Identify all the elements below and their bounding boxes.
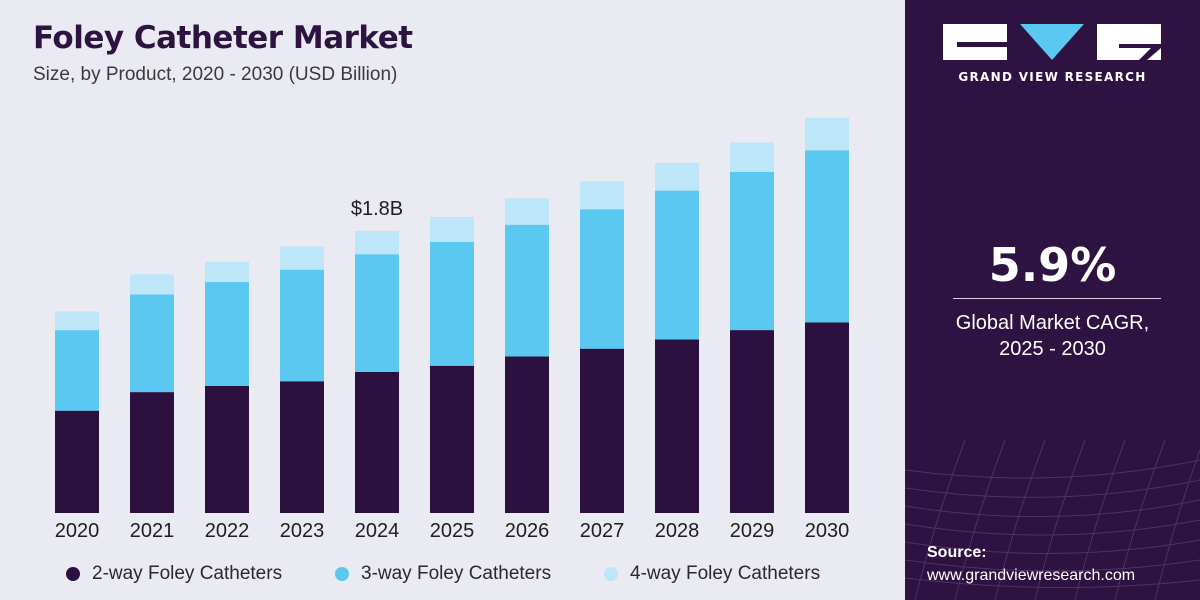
legend-swatch-3-way	[335, 567, 349, 581]
legend-swatch-2-way	[66, 567, 80, 581]
legend-item-4-way: 4-way Foley Catheters	[604, 563, 820, 585]
bar-2026-2-way-foley-catheters	[505, 356, 549, 513]
stacked-bar-chart: 2020 2021 2022 2023 2024 $1.8B 2025 2026 2027 202…	[55, 117, 850, 542]
bar-2028-2-way-foley-catheters	[655, 339, 699, 513]
chart-title: Foley Catheter Market	[33, 20, 413, 56]
bar-2024-3-way-foley-catheters	[355, 254, 399, 372]
legend-swatch-4-way	[604, 567, 618, 581]
bar-2027-4-way-foley-catheters	[580, 181, 624, 210]
cagr-label-line1: Global Market CAGR,	[955, 312, 1150, 334]
bar-2023-4-way-foley-catheters	[280, 246, 324, 270]
bar-2024-2-way-foley-catheters	[355, 371, 399, 513]
x-tick-2021: 2021	[130, 520, 175, 542]
legend-label-2-way: 2-way Foley Catheters	[92, 563, 283, 584]
bar-2023-3-way-foley-catheters	[280, 269, 324, 382]
bar-2021-3-way-foley-catheters	[130, 294, 174, 393]
bar-2028-3-way-foley-catheters	[655, 190, 699, 340]
bar-2022-4-way-foley-catheters	[205, 261, 249, 283]
x-tick-2022: 2022	[205, 520, 250, 542]
bar-2026-4-way-foley-catheters	[505, 198, 549, 225]
bar-2025-2-way-foley-catheters	[430, 365, 474, 513]
bar-2029-4-way-foley-catheters	[730, 142, 774, 172]
cagr-value: 5.9%	[988, 238, 1117, 292]
bar-2020-4-way-foley-catheters	[55, 311, 99, 331]
x-tick-2028: 2028	[655, 520, 700, 542]
cagr-label-line2: 2025 - 2030	[999, 338, 1106, 360]
bar-2025-4-way-foley-catheters	[430, 216, 474, 242]
bar-2030-4-way-foley-catheters	[805, 117, 849, 151]
legend-item-2-way: 2-way Foley Catheters	[66, 563, 282, 585]
bar-2029-3-way-foley-catheters	[730, 172, 774, 331]
bar-2026-3-way-foley-catheters	[505, 224, 549, 357]
bar-2025-3-way-foley-catheters	[430, 241, 474, 366]
wave-grid-decoration	[905, 440, 1200, 600]
legend-label-3-way: 3-way Foley Catheters	[361, 563, 552, 584]
x-tick-2024: 2024	[355, 520, 400, 542]
legend-label-4-way: 4-way Foley Catheters	[630, 563, 821, 584]
bar-2022-3-way-foley-catheters	[205, 282, 249, 386]
bar-2021-4-way-foley-catheters	[130, 274, 174, 295]
info-sidebar: GRAND VIEW RESEARCH 5.9% Global Market C…	[905, 0, 1200, 600]
bar-2022-2-way-foley-catheters	[205, 385, 249, 513]
chart-panel: Foley Catheter Market Size, by Product, …	[0, 20, 905, 589]
bar-2030-2-way-foley-catheters	[805, 322, 849, 513]
bar-2021-2-way-foley-catheters	[130, 392, 174, 513]
x-tick-2026: 2026	[505, 520, 550, 542]
bar-2027-3-way-foley-catheters	[580, 209, 624, 349]
bar-2027-2-way-foley-catheters	[580, 348, 624, 513]
cagr-label: Global Market CAGR, 2025 - 2030	[905, 310, 1200, 362]
x-tick-2023: 2023	[280, 520, 325, 542]
cagr-divider	[953, 298, 1161, 299]
bar-2023-2-way-foley-catheters	[280, 381, 324, 513]
bar-2028-4-way-foley-catheters	[655, 162, 699, 191]
legend-item-3-way: 3-way Foley Catheters	[335, 563, 551, 585]
x-tick-2027: 2027	[580, 520, 625, 542]
source-link[interactable]: www.grandviewresearch.com	[927, 567, 1136, 584]
x-tick-2020: 2020	[55, 520, 100, 542]
source-title: Source:	[927, 544, 987, 561]
bar-2020-3-way-foley-catheters	[55, 330, 99, 411]
chart-legend: 2-way Foley Catheters 3-way Foley Cathet…	[0, 563, 905, 589]
brand-name: GRAND VIEW RESEARCH	[958, 70, 1147, 84]
bar-2020-2-way-foley-catheters	[55, 410, 99, 513]
gvr-logo	[943, 24, 1161, 60]
x-tick-2025: 2025	[430, 520, 475, 542]
x-tick-2030: 2030	[805, 520, 850, 542]
x-tick-2029: 2029	[730, 520, 775, 542]
data-label-2024: $1.8B	[351, 198, 403, 220]
chart-subtitle: Size, by Product, 2020 - 2030 (USD Billi…	[33, 64, 398, 85]
bar-2029-2-way-foley-catheters	[730, 330, 774, 513]
bar-2030-3-way-foley-catheters	[805, 150, 849, 323]
bar-2024-4-way-foley-catheters	[355, 230, 399, 255]
